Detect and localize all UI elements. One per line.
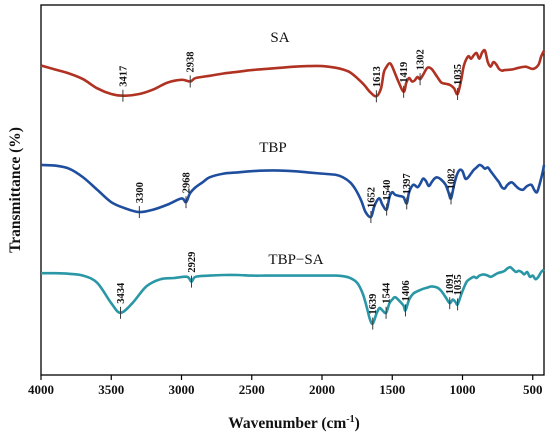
- peak-label-0-0: 3417: [118, 66, 129, 87]
- peak-label-2-6: 1035: [453, 274, 464, 295]
- spectra-group: [40, 48, 546, 326]
- x-tick-label-2: 3000: [169, 382, 195, 397]
- peak-label-0-4: 1302: [416, 49, 427, 70]
- y-axis-title: Transmittance (%): [7, 127, 24, 253]
- x-axis-title: Wavenumber (cm-1): [228, 414, 360, 432]
- peak-label-0-3: 1419: [399, 62, 410, 83]
- peak-label-1-4: 1397: [402, 173, 413, 194]
- series-line-2: [40, 265, 545, 326]
- peak-label-1-0: 3300: [135, 182, 146, 203]
- peak-label-1-2: 1652: [366, 187, 377, 208]
- series-label-2: TBP−SA: [268, 252, 323, 268]
- x-axis-ticks: 4000 3500 3000 2500 2000 1500 1000 500: [28, 375, 543, 397]
- series-label-1: TBP: [259, 140, 287, 156]
- peak-label-2-2: 1639: [368, 294, 379, 315]
- peak-label-0-2: 1613: [372, 66, 383, 87]
- peak-label-0-1: 2938: [186, 52, 197, 73]
- x-tick-label-7: 500: [523, 382, 543, 397]
- x-axis-title-sup: -1: [346, 414, 354, 425]
- x-tick-label-0: 4000: [28, 382, 54, 397]
- peak-label-1-1: 2968: [182, 172, 193, 193]
- x-tick-label-5: 1500: [379, 382, 405, 397]
- peak-label-2-1: 2929: [187, 252, 198, 273]
- plot-frame: [40, 4, 545, 376]
- series-label-0: SA: [270, 30, 289, 46]
- series-names-group: SA TBP TBP−SA: [259, 30, 323, 268]
- series-line-1: [40, 163, 546, 219]
- peak-label-2-4: 1406: [401, 280, 412, 301]
- peak-label-2-0: 3434: [116, 282, 127, 304]
- peak-markers-group: 3417 2938 1613 1419 1302 1035 3300 2968 1652 1540…: [116, 49, 464, 330]
- x-tick-label-6: 1000: [450, 382, 476, 397]
- x-tick-label-3: 2500: [239, 382, 265, 397]
- x-tick-label-4: 2000: [309, 382, 335, 397]
- x-axis-title-close: ): [355, 415, 360, 432]
- series-line-0: [40, 48, 546, 98]
- x-tick-label-1: 3500: [98, 382, 124, 397]
- peak-label-2-3: 1544: [382, 282, 393, 304]
- peak-label-1-5: 1082: [447, 168, 458, 189]
- peak-label-2-5: 1091: [445, 273, 456, 294]
- peak-label-1-3: 1540: [382, 180, 393, 201]
- peak-label-0-5: 1035: [453, 64, 464, 85]
